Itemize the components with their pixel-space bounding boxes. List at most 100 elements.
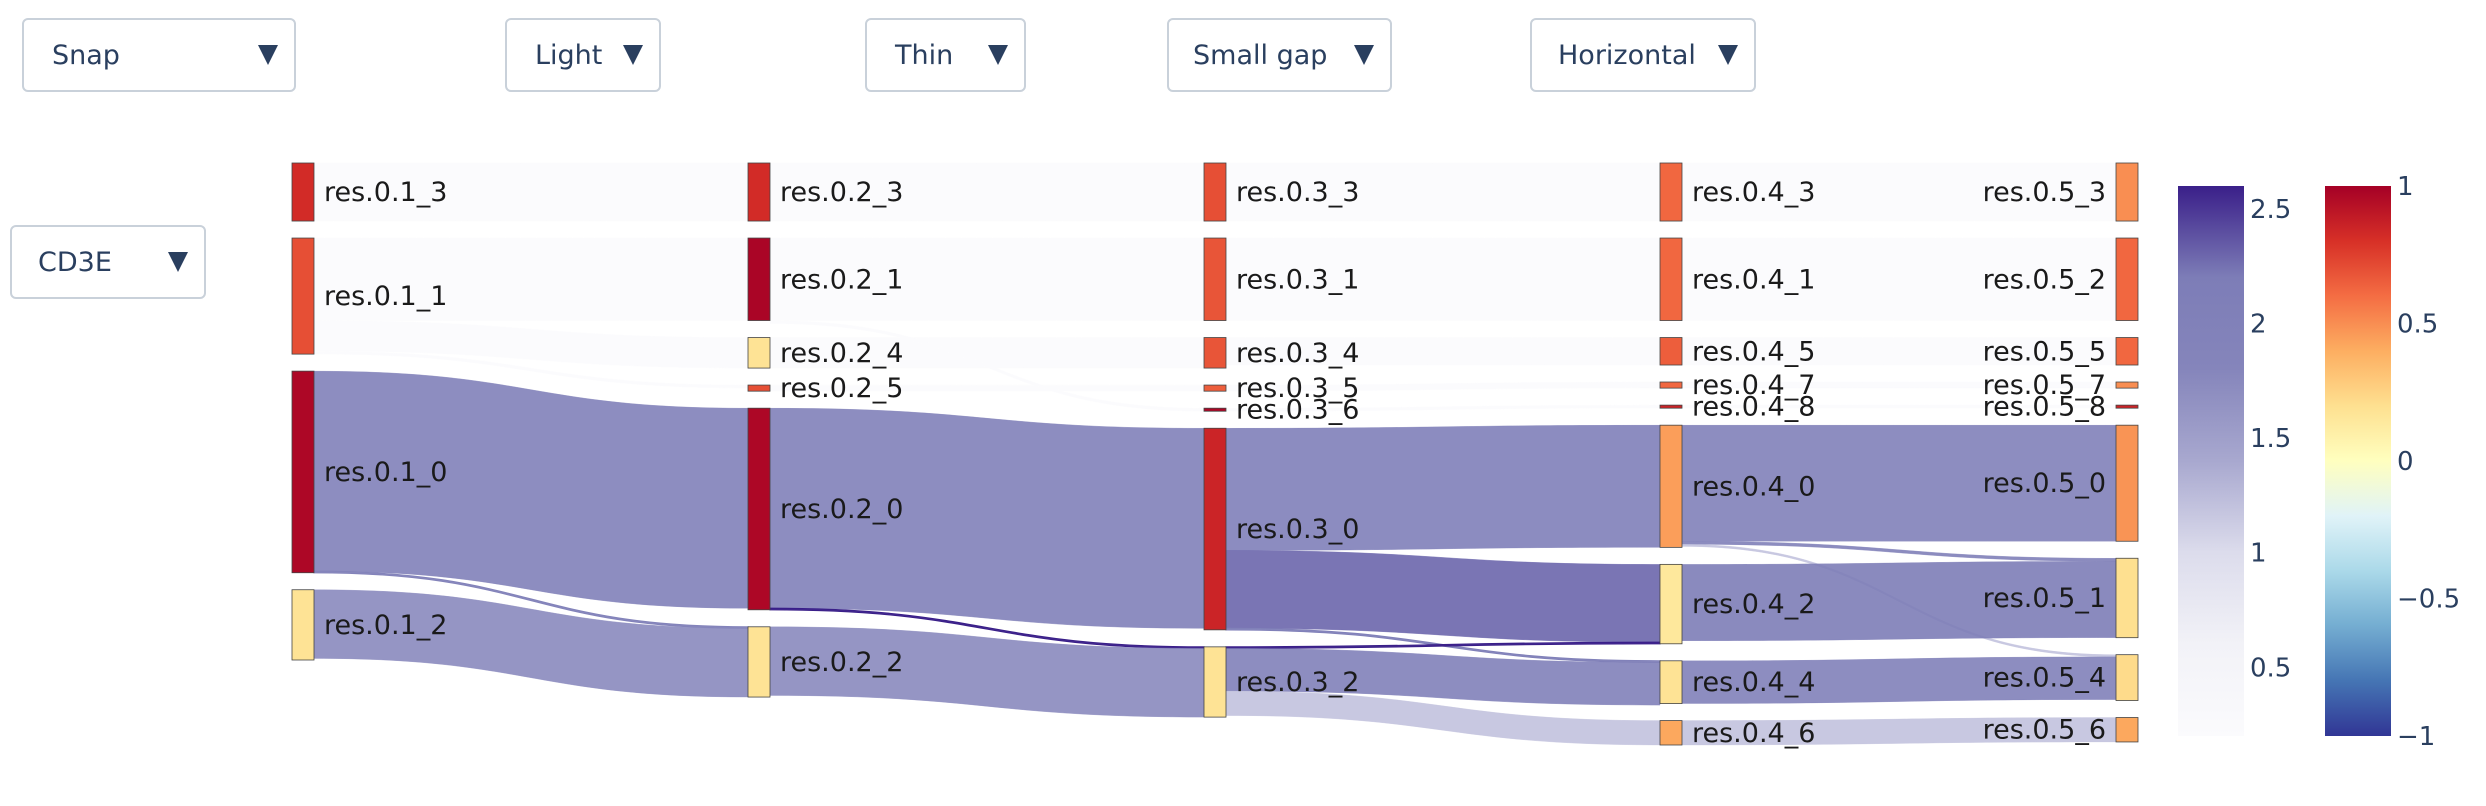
- sankey-node-label: res.0.5_4: [1983, 663, 2106, 694]
- chevron-down-icon: [168, 252, 188, 272]
- sankey-node[interactable]: [2115, 337, 2139, 366]
- sankey-node[interactable]: [1203, 427, 1227, 631]
- sankey-node[interactable]: [747, 407, 771, 611]
- link-colorbar-tick-label: 1.5: [2250, 424, 2291, 454]
- sankey-node-labels: res.0.1_3 res.0.1_1 res.0.1_0 res.0.1_2 res.…: [324, 177, 2106, 749]
- sankey-node-label: res.0.4_5: [1692, 336, 1815, 367]
- sankey-node-label: res.0.4_4: [1692, 667, 1815, 698]
- sankey-node-label: res.0.4_8: [1692, 392, 1815, 423]
- sankey-node[interactable]: [2115, 162, 2139, 222]
- node-colorbar-tick-label: 0: [2397, 447, 2414, 477]
- sankey-node[interactable]: [1203, 162, 1227, 222]
- sankey-node[interactable]: [1659, 381, 1683, 389]
- link-colorbar-tick-label: 2.5: [2250, 195, 2291, 225]
- sankey-link: [313, 320, 749, 369]
- sankey-node-label: res.0.2_2: [780, 647, 903, 678]
- sankey-node[interactable]: [291, 370, 315, 574]
- sankey-node-label: res.0.2_3: [780, 177, 903, 208]
- sankey-node[interactable]: [1203, 237, 1227, 321]
- sankey-node-label: res.0.2_0: [780, 494, 903, 525]
- sankey-node-label: res.0.1_0: [324, 457, 447, 488]
- chevron-down-icon: [258, 45, 278, 65]
- node-colorbar: [2325, 186, 2391, 736]
- sankey-node-label: res.0.3_3: [1236, 177, 1359, 208]
- chevron-down-icon: [1354, 45, 1374, 65]
- sankey-node[interactable]: [1659, 720, 1683, 746]
- sankey-link: [1225, 648, 1661, 706]
- link-opacity-value: Light: [535, 39, 603, 71]
- gene-dropdown[interactable]: CD3E: [10, 225, 206, 299]
- sankey-node[interactable]: [291, 162, 315, 222]
- sankey-node[interactable]: [1203, 337, 1227, 369]
- sankey-node[interactable]: [747, 337, 771, 369]
- arrangement-dropdown[interactable]: Snap: [22, 18, 296, 92]
- sankey-node-label: res.0.1_2: [324, 610, 447, 641]
- sankey-node[interactable]: [291, 237, 315, 355]
- sankey-node-label: res.0.4_0: [1692, 471, 1815, 502]
- sankey-node-label: res.0.5_8: [1983, 392, 2106, 423]
- sankey-node[interactable]: [2115, 381, 2139, 389]
- sankey-node-label: res.0.3_6: [1236, 395, 1359, 426]
- link-colorbar: [2178, 186, 2244, 736]
- link-colorbar-tick-label: 0.5: [2250, 653, 2291, 683]
- sankey-node-label: res.0.1_3: [324, 177, 447, 208]
- sankey-node[interactable]: [1659, 563, 1683, 645]
- sankey-node[interactable]: [2115, 404, 2139, 409]
- sankey-node-label: res.0.5_2: [1983, 264, 2106, 295]
- link-opacity-dropdown[interactable]: Light: [505, 18, 661, 92]
- node-colorbar-tick-label: −1: [2397, 722, 2435, 752]
- sankey-node-label: res.0.5_7: [1983, 370, 2106, 401]
- sankey-node[interactable]: [1203, 646, 1227, 718]
- sankey-node[interactable]: [2115, 717, 2139, 743]
- sankey-node[interactable]: [1659, 337, 1683, 366]
- sankey-node[interactable]: [2115, 654, 2139, 701]
- sankey-node-label: res.0.2_5: [780, 373, 903, 404]
- sankey-node[interactable]: [747, 384, 771, 392]
- sankey-node-label: res.0.5_6: [1983, 715, 2106, 746]
- sankey-node[interactable]: [1659, 660, 1683, 704]
- sankey-link: [1225, 641, 1661, 649]
- node-thickness-dropdown[interactable]: Thin: [865, 18, 1026, 92]
- sankey-node[interactable]: [747, 162, 771, 222]
- sankey-node-label: res.0.4_6: [1692, 718, 1815, 749]
- sankey-node-label: res.0.5_5: [1983, 336, 2106, 367]
- sankey-node-label: res.0.2_1: [780, 264, 903, 295]
- sankey-node[interactable]: [291, 589, 315, 661]
- sankey-node[interactable]: [1659, 404, 1683, 409]
- node-colorbar-tick-label: 1: [2397, 172, 2414, 202]
- sankey-node-label: res.0.4_7: [1692, 370, 1815, 401]
- node-colorbar-tick-label: 0.5: [2397, 310, 2438, 340]
- sankey-node[interactable]: [747, 237, 771, 321]
- gene-value: CD3E: [38, 246, 112, 278]
- sankey-node-label: res.0.1_1: [324, 281, 447, 312]
- node-colorbar-tick-label: −0.5: [2397, 585, 2460, 615]
- sankey-node[interactable]: [1659, 162, 1683, 222]
- sankey-node-label: res.0.3_1: [1236, 264, 1359, 295]
- arrangement-value: Snap: [52, 39, 120, 71]
- sankey-node[interactable]: [2115, 424, 2139, 542]
- sankey-link: [1225, 550, 1661, 643]
- sankey-node-label: res.0.4_3: [1692, 177, 1815, 208]
- sankey-node-label: res.0.3_4: [1236, 338, 1359, 369]
- chevron-down-icon: [988, 45, 1008, 65]
- sankey-node[interactable]: [1203, 384, 1227, 392]
- sankey-node-label: res.0.4_1: [1692, 264, 1815, 295]
- sankey-link: [1681, 541, 2117, 562]
- node-gap-dropdown[interactable]: Small gap: [1167, 18, 1392, 92]
- sankey-node[interactable]: [1659, 424, 1683, 548]
- sankey-node-label: res.0.4_2: [1692, 589, 1815, 620]
- orientation-value: Horizontal: [1558, 39, 1696, 71]
- sankey-nodes: [291, 162, 2139, 746]
- colorbars: 0.5 1 1.5 2 2.5 −1 −0.5 0 0.5 1: [2178, 172, 2460, 752]
- orientation-dropdown[interactable]: Horizontal: [1530, 18, 1756, 92]
- sankey-node[interactable]: [1203, 407, 1227, 412]
- node-gap-value: Small gap: [1193, 39, 1328, 71]
- sankey-node[interactable]: [1659, 237, 1683, 321]
- sankey-node[interactable]: [2115, 237, 2139, 321]
- sankey-node-label: res.0.2_4: [780, 338, 903, 369]
- sankey-node[interactable]: [747, 626, 771, 698]
- chevron-down-icon: [623, 45, 643, 65]
- sankey-node-label: res.0.5_3: [1983, 177, 2106, 208]
- sankey-node[interactable]: [2115, 557, 2139, 639]
